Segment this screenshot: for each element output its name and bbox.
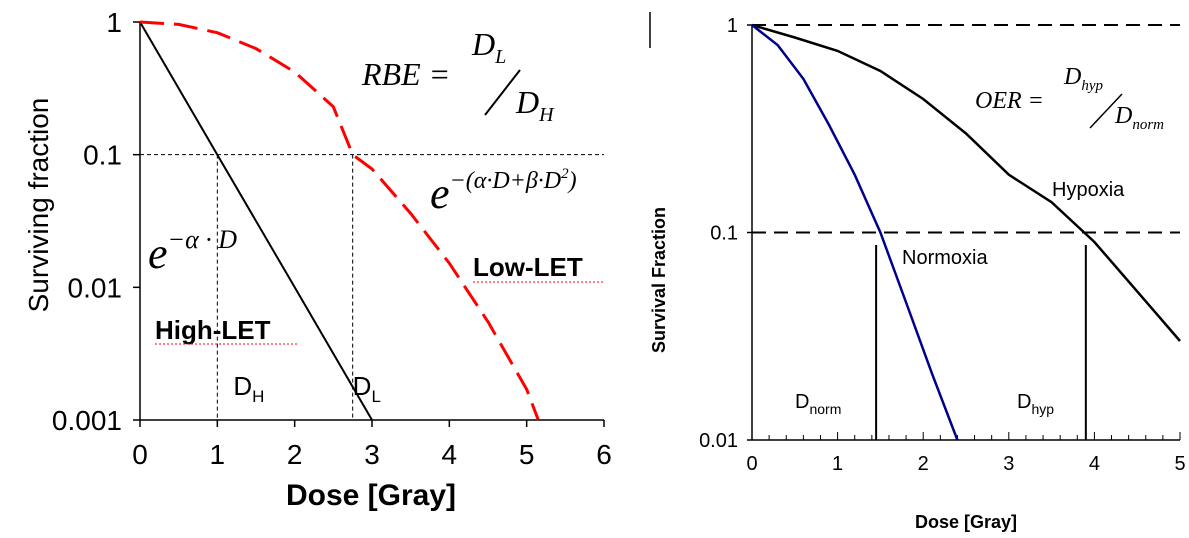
y-axis-title: Surviving fraction (23, 98, 54, 313)
dose-marker-label-main: D (795, 391, 809, 413)
x-tick-label: 5 (519, 439, 535, 470)
right-chart-survival-fraction: 0 1 2 3 4 5 1 0.1 0.01 Dose [Gray] Survival Fracti… (649, 15, 1186, 532)
rbe-formula-lhs: RBE = (361, 56, 450, 92)
oer-denominator-sub: norm (1132, 117, 1164, 133)
series-line-high-let (139, 21, 373, 421)
high-let-label: High-LET (155, 315, 271, 345)
oer-denominator-d: D (1114, 103, 1132, 129)
rbe-denominator-sub: H (538, 104, 555, 126)
oer-formula-lhs: OER = (975, 88, 1044, 114)
y-tick-label: 0.1 (83, 140, 122, 171)
rbe-numerator-sub: L (494, 46, 506, 68)
x-tick-label: 6 (596, 439, 612, 470)
x-tick-label: 2 (287, 439, 303, 470)
y-tick-label: 0.01 (699, 430, 738, 452)
left-chart-surviving-fraction: 1 0.1 0.01 0.001 0 1 2 3 4 5 6 Dose [Gray] Surviving… (23, 7, 651, 512)
series-line-low-let (139, 20, 540, 421)
y-tick-label: 1 (106, 7, 122, 38)
rbe-numerator: DL (471, 26, 506, 68)
dose-marker-label-sub: norm (809, 401, 841, 417)
rbe-denominator-d: D (515, 84, 539, 120)
x-tick-label: 5 (1174, 453, 1185, 475)
dose-marker-label-main: D (1017, 391, 1031, 413)
low-let-formula-exponent-close: ) (567, 168, 577, 194)
x-tick-label: 4 (1089, 453, 1100, 475)
low-let-formula-base: e (430, 169, 450, 218)
oer-numerator: Dhyp (1063, 64, 1104, 94)
oer-formula-text: OER = (975, 88, 1044, 114)
rbe-fraction-slash (484, 69, 521, 116)
dose-marker-label-main: D (353, 371, 372, 401)
dose-marker-label-sub: L (371, 387, 380, 406)
x-tick-label: 0 (132, 439, 148, 470)
y-axis-title: Survival Fraction (649, 207, 669, 353)
dose-marker-label: DL (353, 371, 381, 406)
high-let-formula: e−α · D (148, 225, 237, 278)
rbe-denominator: DH (515, 84, 555, 126)
x-tick-label: 0 (746, 453, 757, 475)
oer-numerator-d: D (1063, 64, 1081, 90)
y-tick-label: 1 (727, 15, 738, 37)
oer-fraction-slash (1089, 93, 1123, 129)
dose-marker-label-sub: H (252, 387, 264, 406)
series-line-normoxia (751, 24, 959, 441)
low-let-formula-exponent-power: 2 (561, 166, 569, 182)
y-tick-label: 0.001 (52, 405, 122, 436)
hypoxia-label: Hypoxia (1052, 179, 1125, 201)
dose-marker-label: DH (233, 371, 264, 406)
x-tick-label: 1 (210, 439, 226, 470)
low-let-label: Low-LET (473, 252, 583, 282)
low-let-formula: e−(α·D+β·D2) (430, 166, 577, 218)
x-axis-title: Dose [Gray] (915, 512, 1017, 532)
x-tick-label: 1 (832, 453, 843, 475)
series-line-hypoxia (751, 23, 1181, 342)
dose-marker-label-sub: hyp (1031, 401, 1054, 417)
x-tick-label: 4 (442, 439, 458, 470)
high-let-formula-base: e (148, 229, 168, 278)
dose-marker-label: Dhyp (1017, 391, 1054, 417)
rbe-numerator-d: D (471, 26, 495, 62)
x-tick-label: 3 (1003, 453, 1014, 475)
x-tick-label: 2 (918, 453, 929, 475)
low-let-formula-exponent: −(α·D+β·D (450, 168, 562, 194)
y-tick-label: 0.1 (710, 223, 738, 245)
y-tick-label: 0.01 (68, 272, 123, 303)
oer-denominator: Dnorm (1114, 103, 1164, 133)
x-axis-title: Dose [Gray] (286, 479, 456, 512)
dose-marker-label-main: D (233, 371, 252, 401)
x-tick-label: 3 (364, 439, 380, 470)
rbe-formula-text: RBE = (361, 56, 450, 92)
oer-numerator-sub: hyp (1081, 78, 1103, 94)
high-let-formula-exponent: −α · D (168, 225, 238, 254)
dose-marker-label: Dnorm (795, 391, 841, 417)
normoxia-label: Normoxia (902, 247, 988, 269)
